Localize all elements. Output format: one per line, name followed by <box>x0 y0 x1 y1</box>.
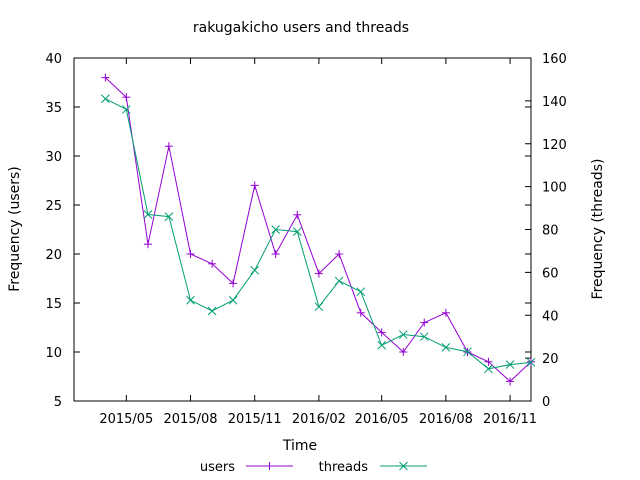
y-right-tick-label: 160 <box>542 52 567 67</box>
y-left-tick-label: 20 <box>45 248 62 263</box>
data-point-threads <box>143 210 153 219</box>
data-point-threads <box>526 358 536 367</box>
y-right-tick-label: 140 <box>542 95 567 110</box>
data-point-threads <box>101 94 110 104</box>
data-point-users <box>143 240 152 249</box>
y-left-tick-label: 35 <box>45 101 62 116</box>
y-right-tick-label: 100 <box>542 181 567 196</box>
series-line-users <box>105 77 532 383</box>
data-point-users <box>250 181 259 190</box>
data-point-users <box>356 308 365 317</box>
data-point-threads <box>121 105 131 114</box>
y-right-tick-label: 120 <box>542 138 567 153</box>
x-axis-label: Time <box>282 438 317 454</box>
chart-title: rakugakicho users and threads <box>193 20 409 36</box>
data-point-threads <box>271 225 280 234</box>
data-point-threads <box>398 330 408 339</box>
x-tick-label: 2015/05 <box>99 412 153 427</box>
x-tick-label: 2015/08 <box>164 412 218 427</box>
y-left-tick-label: 15 <box>45 297 62 312</box>
legend-label-threads: threads <box>319 460 369 475</box>
data-point-threads <box>505 360 515 369</box>
data-point-threads <box>164 212 174 221</box>
legend-marker-threads <box>399 461 408 471</box>
data-point-threads <box>207 306 217 316</box>
data-point-threads <box>314 302 324 312</box>
data-point-users <box>441 308 450 317</box>
data-point-threads <box>463 347 472 357</box>
x-tick-label: 2016/11 <box>483 412 537 427</box>
x-tick-label: 2015/11 <box>228 412 282 427</box>
data-point-threads <box>484 364 493 374</box>
data-point-users <box>271 250 280 258</box>
y-right-tick-label: 20 <box>542 352 559 367</box>
y-right-tick-label: 0 <box>542 395 550 410</box>
data-point-threads <box>356 287 366 297</box>
y-left-tick-label: 10 <box>45 346 62 361</box>
data-point-threads <box>419 332 429 342</box>
data-point-users <box>208 259 217 268</box>
y-axis-left-label: Frequency (users) <box>7 166 23 292</box>
y-left-tick-label: 30 <box>45 150 62 165</box>
y-axis-right-label: Frequency (threads) <box>590 159 606 300</box>
series-line-threads <box>105 98 532 370</box>
data-point-users <box>229 279 238 288</box>
data-point-users <box>484 357 493 366</box>
data-point-threads <box>228 295 238 305</box>
data-point-threads <box>292 227 302 236</box>
x-tick-label: 2016/05 <box>355 412 409 427</box>
data-point-users <box>506 377 515 386</box>
data-point-threads <box>250 265 260 275</box>
legend-marker-users <box>265 462 274 470</box>
data-point-users <box>293 210 302 219</box>
data-point-users <box>399 348 408 356</box>
data-point-users <box>314 269 323 278</box>
y-left-tick-label: 40 <box>45 52 62 67</box>
data-point-users <box>101 73 110 82</box>
legend: users threads <box>200 460 427 475</box>
data-point-threads <box>334 276 344 286</box>
data-point-users <box>420 318 429 327</box>
data-point-threads <box>441 343 451 352</box>
x-tick-label: 2016/02 <box>292 412 346 427</box>
y-right-tick-label: 80 <box>542 224 559 239</box>
y-right-tick-label: 60 <box>542 266 559 281</box>
legend-label-users: users <box>200 460 235 475</box>
data-point-users <box>122 93 131 102</box>
data-point-users <box>335 250 344 258</box>
y-left-tick-label: 25 <box>45 199 62 214</box>
y-right-tick-label: 40 <box>542 309 559 324</box>
data-point-threads <box>377 340 387 350</box>
data-point-users <box>164 142 173 151</box>
y-left-tick-label: 5 <box>54 395 62 410</box>
x-tick-label: 2016/08 <box>419 412 473 427</box>
data-point-users <box>377 328 386 337</box>
data-point-threads <box>186 295 195 305</box>
data-point-users <box>186 250 195 258</box>
